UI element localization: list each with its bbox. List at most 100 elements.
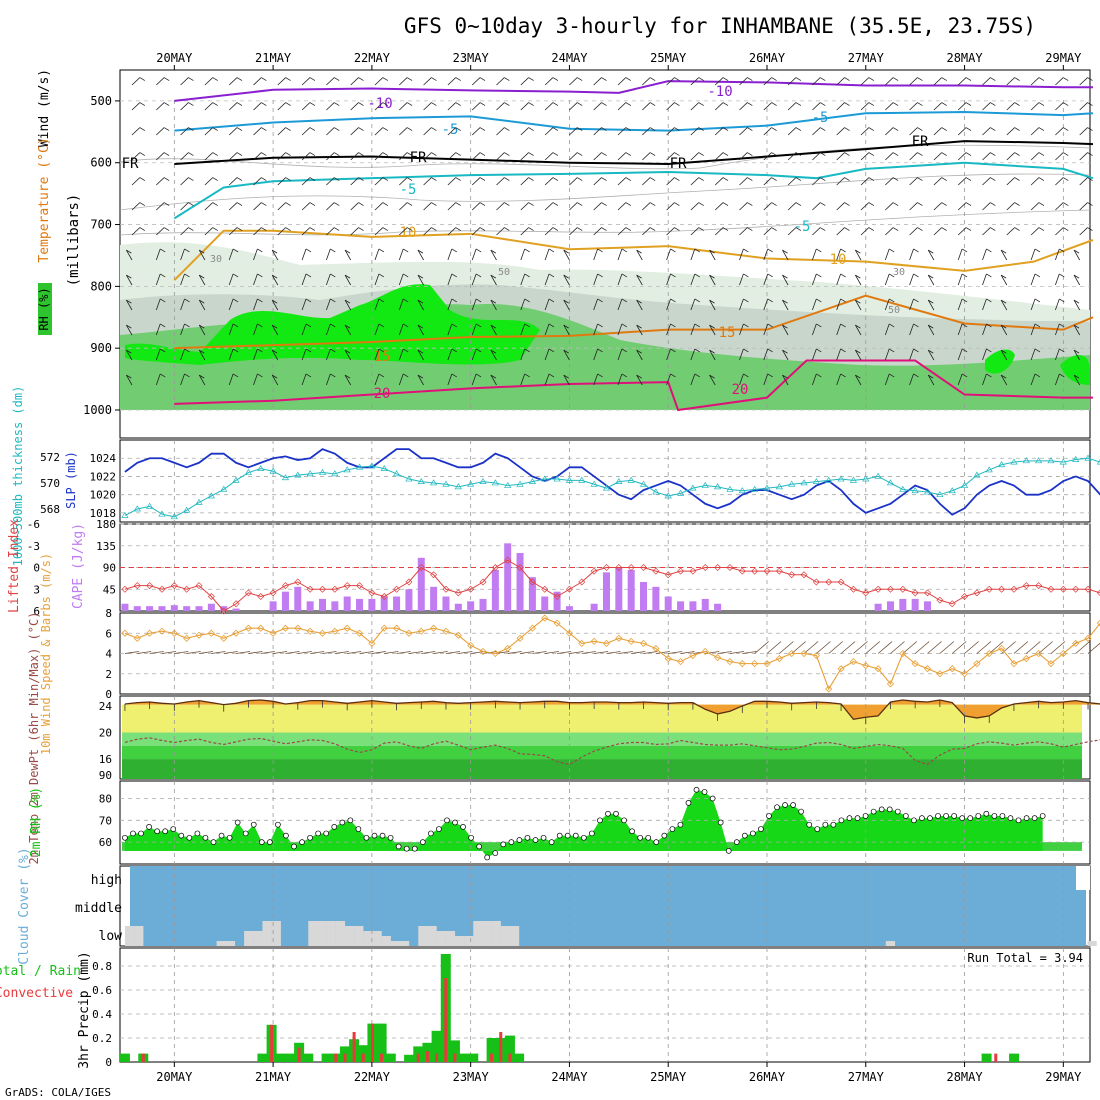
wind-barb-flag	[1039, 78, 1044, 81]
panel-frame-slp	[120, 440, 1090, 522]
surface-barb	[1039, 642, 1053, 654]
wind-barb	[326, 103, 334, 110]
wind-barb	[837, 128, 845, 135]
wind-barb-flag	[723, 203, 728, 206]
wind-barb-flag	[990, 78, 995, 81]
wind-barb-flag	[845, 128, 850, 131]
surface-barb	[928, 642, 942, 654]
wind-barb-flag	[917, 128, 922, 131]
wind-barb	[569, 178, 577, 185]
rh-marker	[879, 807, 884, 812]
wind-barb	[472, 249, 476, 260]
rh-marker	[436, 827, 441, 832]
wind-barb-flag	[577, 103, 582, 106]
wind-barb	[837, 103, 845, 110]
rh-marker	[911, 818, 916, 823]
wind-barb-flag	[1015, 78, 1020, 81]
rh-shading	[120, 242, 1090, 410]
wind-barb	[156, 78, 164, 85]
cape-bar	[393, 597, 400, 612]
rh-marker	[718, 820, 723, 825]
rh-marker	[122, 835, 127, 840]
wind-barb-flag	[796, 203, 801, 206]
surface-barb	[409, 652, 423, 654]
day-label-top: 26MAY	[749, 51, 786, 65]
wind-barb-flag	[747, 78, 752, 81]
wind-barb-flag	[140, 128, 145, 131]
rh-marker	[227, 835, 232, 840]
wind-barb	[1055, 178, 1063, 185]
wind-barb	[594, 78, 602, 85]
wind-barb	[448, 78, 456, 85]
wind-barb	[1031, 103, 1039, 110]
wind-barb	[764, 103, 772, 110]
rh-marker	[453, 820, 458, 825]
wind-barb-flag	[743, 249, 748, 252]
wind-barb	[910, 103, 918, 110]
rh-marker	[976, 813, 981, 818]
wind-barb-flag	[942, 203, 947, 206]
wind-barb	[448, 103, 456, 110]
wind-barb-flag	[383, 78, 388, 81]
wind-barb	[521, 78, 529, 85]
rh-area	[125, 790, 1043, 858]
wind-speed-axis-label: 10m Wind Speed & Barbs (m/s)	[39, 553, 53, 755]
run-total: Run Total = 3.94	[967, 951, 1083, 965]
wind-barb-flag	[699, 78, 704, 81]
cloud-level-label: high	[91, 873, 122, 888]
wind-barb	[156, 178, 164, 185]
cloud-low-bar	[510, 926, 519, 946]
wind-barb	[910, 249, 914, 260]
wind-barb	[885, 128, 893, 135]
rh-marker	[147, 824, 152, 829]
rh-marker	[404, 846, 409, 851]
wind-barb-flag	[699, 178, 704, 181]
rh-marker	[839, 818, 844, 823]
wind-barb-flag	[845, 78, 850, 81]
rh-marker	[702, 789, 707, 794]
cloud-low-bar	[382, 936, 391, 946]
wind-barb	[594, 228, 602, 235]
wind-barb	[1007, 78, 1015, 85]
surface-barb	[841, 642, 855, 654]
slp-line	[125, 449, 1100, 515]
rh-marker	[614, 811, 619, 816]
wind-barb-flag	[1039, 128, 1044, 131]
wind-barb-flag	[674, 78, 679, 81]
precip-tick-label: 0	[105, 1056, 112, 1069]
wind-barb	[1080, 103, 1088, 110]
wind-barb-flag	[917, 78, 922, 81]
rh-marker	[525, 835, 530, 840]
wind-barb	[351, 78, 359, 85]
wind-barb	[667, 178, 675, 185]
cloud-low-bar	[482, 921, 491, 946]
pressure-tick-label: 600	[90, 156, 112, 170]
rh-tick-label: 70	[99, 814, 112, 827]
temp-band-green	[122, 746, 1082, 759]
rh-marker	[275, 822, 280, 827]
wind-barb-flag	[626, 153, 631, 156]
cape-bar	[640, 582, 647, 611]
wind-barb	[375, 78, 383, 85]
wind-barb-flag	[1039, 103, 1044, 106]
wind-barb-flag	[723, 103, 728, 106]
cloud-low-bar	[345, 926, 354, 946]
cloud-low-bar	[125, 926, 134, 946]
wind-barb	[1055, 153, 1063, 160]
wind-barb	[229, 78, 237, 85]
surface-barb	[940, 642, 954, 654]
rh-marker	[251, 822, 256, 827]
wind-barb-flag	[650, 228, 655, 231]
rh-marker	[670, 827, 675, 832]
rh-marker	[1040, 813, 1045, 818]
rh-marker	[388, 835, 393, 840]
wind-barb	[424, 78, 432, 85]
rh-marker	[348, 818, 353, 823]
thickness-tick-label: 568	[40, 503, 60, 516]
wind-barb-flag	[213, 228, 218, 231]
cape-bar	[899, 599, 906, 611]
rh-marker	[630, 829, 635, 834]
surface-barb	[545, 652, 559, 654]
wind-barb	[910, 78, 918, 85]
wind-barb-flag	[383, 228, 388, 231]
